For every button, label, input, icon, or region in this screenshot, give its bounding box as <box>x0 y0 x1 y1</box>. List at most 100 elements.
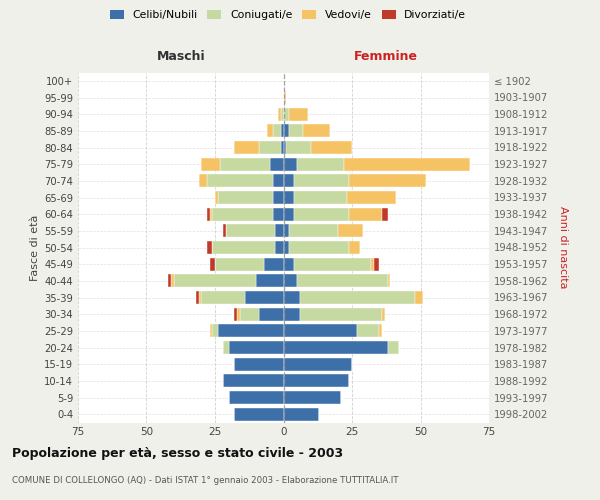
Bar <box>284 224 289 237</box>
Bar <box>259 308 284 320</box>
Legend: Celibi/Nubili, Coniugati/e, Vedovi/e, Divorziati/e: Celibi/Nubili, Coniugati/e, Vedovi/e, Di… <box>106 6 470 25</box>
Bar <box>382 208 388 220</box>
Bar <box>259 141 281 154</box>
Bar <box>209 258 215 270</box>
Bar <box>226 224 275 237</box>
Bar <box>267 124 272 138</box>
Bar <box>218 324 284 338</box>
Bar <box>234 408 284 420</box>
Bar <box>295 191 347 204</box>
Bar <box>215 258 265 270</box>
Bar <box>379 324 382 338</box>
Text: Femmine: Femmine <box>354 50 418 62</box>
Bar <box>344 158 470 170</box>
Bar <box>349 208 382 220</box>
Bar <box>202 291 245 304</box>
Bar <box>284 374 349 388</box>
Bar <box>284 108 289 120</box>
Bar <box>415 291 423 304</box>
Bar <box>284 241 289 254</box>
Bar <box>234 308 237 320</box>
Bar <box>237 308 239 320</box>
Bar <box>338 224 363 237</box>
Bar <box>347 191 396 204</box>
Bar <box>284 208 295 220</box>
Bar <box>284 308 300 320</box>
Bar <box>239 308 259 320</box>
Bar <box>223 374 284 388</box>
Bar <box>284 91 286 104</box>
Bar <box>272 208 284 220</box>
Bar <box>349 241 360 254</box>
Bar <box>297 274 388 287</box>
Bar <box>209 208 212 220</box>
Bar <box>284 341 388 354</box>
Bar <box>289 224 338 237</box>
Bar <box>272 191 284 204</box>
Bar <box>284 324 358 338</box>
Text: Maschi: Maschi <box>157 50 205 62</box>
Bar <box>358 324 379 338</box>
Text: COMUNE DI COLLELONGO (AQ) - Dati ISTAT 1° gennaio 2003 - Elaborazione TUTTITALIA: COMUNE DI COLLELONGO (AQ) - Dati ISTAT 1… <box>12 476 398 485</box>
Bar <box>275 241 284 254</box>
Bar <box>284 141 286 154</box>
Bar <box>265 258 284 270</box>
Bar <box>281 124 284 138</box>
Bar <box>272 174 284 188</box>
Bar <box>281 108 284 120</box>
Bar <box>229 391 284 404</box>
Y-axis label: Fasce di età: Fasce di età <box>30 214 40 280</box>
Bar <box>209 324 212 338</box>
Bar <box>302 124 330 138</box>
Bar <box>382 308 385 320</box>
Bar <box>284 158 297 170</box>
Bar <box>229 341 284 354</box>
Bar <box>207 241 212 254</box>
Bar <box>272 124 281 138</box>
Bar <box>297 158 344 170</box>
Bar <box>281 141 284 154</box>
Bar <box>374 258 379 270</box>
Bar <box>199 291 202 304</box>
Bar <box>234 141 259 154</box>
Bar <box>196 291 199 304</box>
Bar <box>289 241 349 254</box>
Bar <box>284 191 295 204</box>
Bar <box>284 408 319 420</box>
Bar <box>284 391 341 404</box>
Bar <box>286 141 311 154</box>
Bar <box>220 158 270 170</box>
Y-axis label: Anni di nascita: Anni di nascita <box>558 206 568 288</box>
Bar <box>212 241 275 254</box>
Bar <box>278 108 281 120</box>
Bar <box>223 224 226 237</box>
Bar <box>295 258 371 270</box>
Bar <box>289 108 308 120</box>
Bar <box>171 274 174 287</box>
Bar <box>270 158 284 170</box>
Bar <box>311 141 352 154</box>
Bar <box>207 208 209 220</box>
Bar <box>199 174 207 188</box>
Bar <box>388 341 398 354</box>
Bar <box>275 224 284 237</box>
Bar <box>212 208 272 220</box>
Bar <box>174 274 256 287</box>
Bar <box>284 274 297 287</box>
Bar <box>349 174 426 188</box>
Bar <box>202 158 220 170</box>
Bar <box>215 191 218 204</box>
Bar <box>245 291 284 304</box>
Bar <box>207 174 272 188</box>
Bar <box>284 358 352 370</box>
Bar <box>289 124 302 138</box>
Bar <box>284 291 300 304</box>
Bar <box>388 274 391 287</box>
Bar <box>371 258 374 270</box>
Bar <box>295 174 349 188</box>
Bar <box>234 358 284 370</box>
Text: Popolazione per età, sesso e stato civile - 2003: Popolazione per età, sesso e stato civil… <box>12 448 343 460</box>
Bar <box>212 324 218 338</box>
Bar <box>223 341 229 354</box>
Bar <box>218 191 272 204</box>
